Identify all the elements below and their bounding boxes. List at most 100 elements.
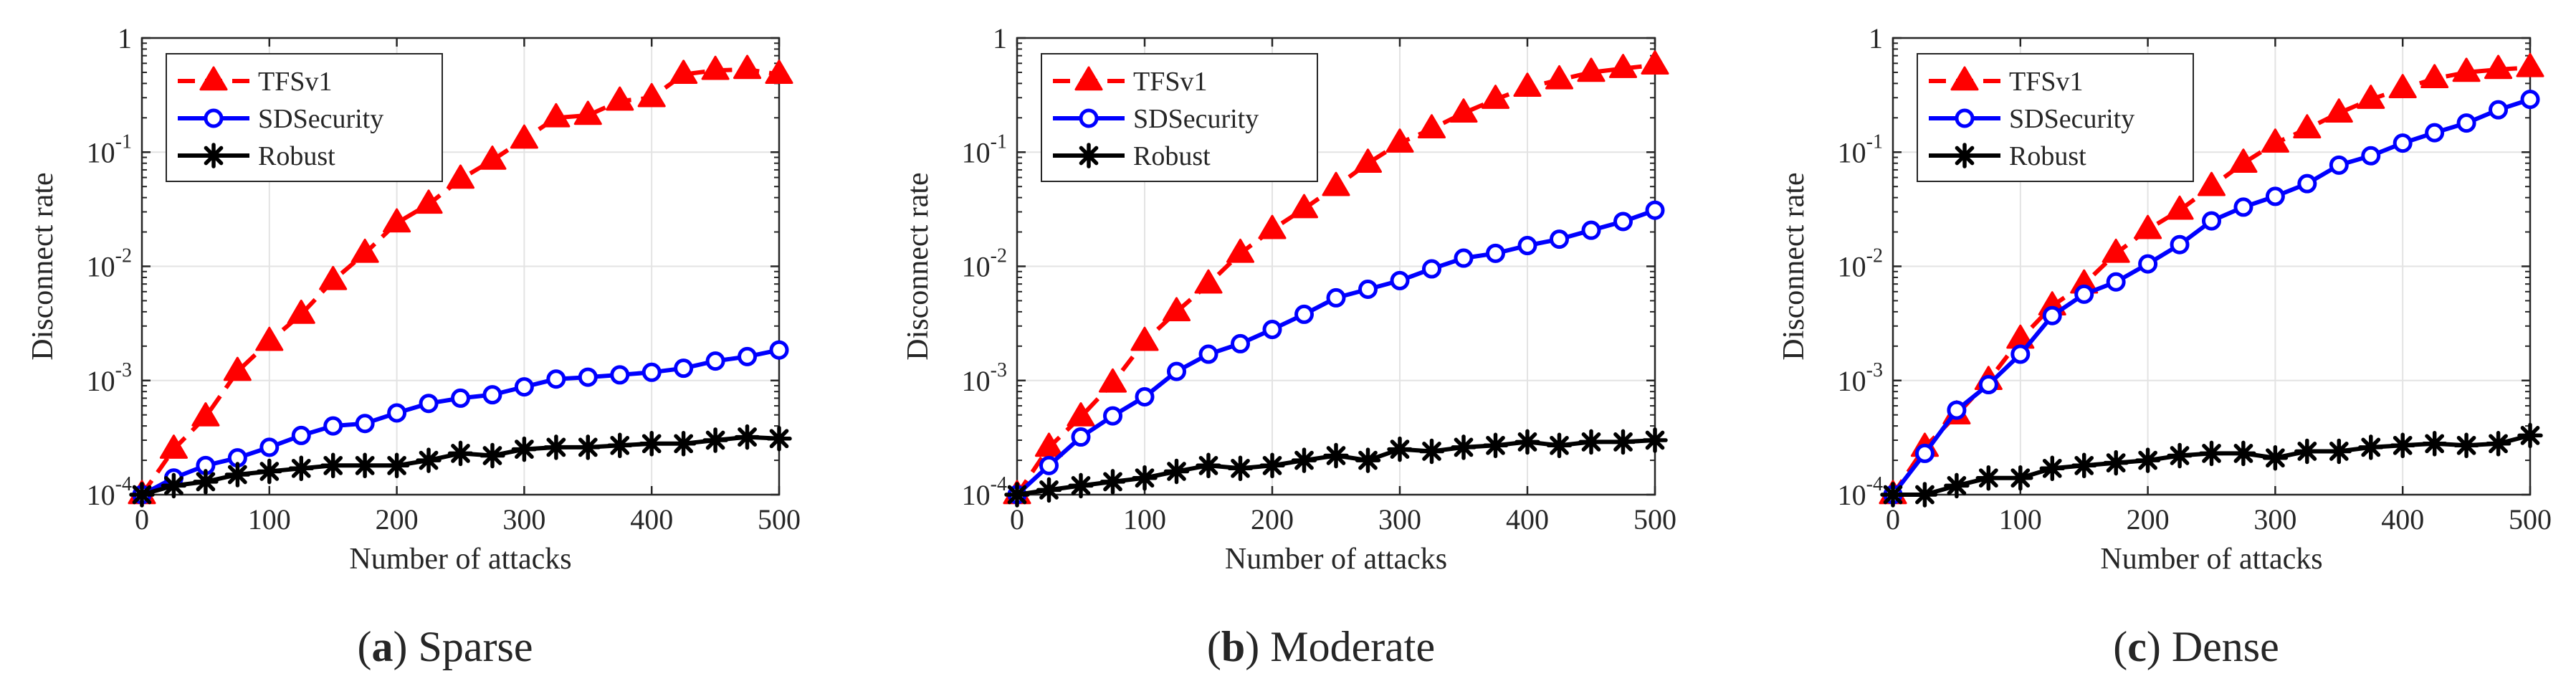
data-point-robust: [1068, 472, 1094, 499]
x-tick-label: 0: [1010, 503, 1024, 536]
data-point-robust: [1944, 472, 1970, 499]
data-point-sdsecurity: [2520, 90, 2540, 110]
data-point-tfsv1: [383, 208, 411, 233]
data-point-tfsv1: [2102, 238, 2130, 263]
data-point-robust: [607, 432, 633, 459]
y-tick-label: 10-3: [962, 359, 1007, 397]
data-point-robust: [1642, 427, 1668, 453]
data-point-sdsecurity: [578, 367, 598, 387]
data-point-robust: [2485, 431, 2511, 457]
data-point-tfsv1: [765, 60, 793, 85]
data-point-sdsecurity: [641, 362, 662, 382]
data-point-tfsv1: [159, 434, 188, 459]
legend-label-sdsecurity: SDSecurity: [258, 104, 383, 134]
data-point-sdsecurity: [1167, 361, 1186, 381]
data-point-robust: [1514, 429, 1540, 455]
data-point-tfsv1: [1322, 171, 1350, 196]
data-point-tfsv1: [510, 124, 538, 149]
data-point-robust: [2390, 432, 2415, 459]
data-point-robust: [320, 452, 346, 479]
data-point-sdsecurity: [1454, 248, 1474, 268]
data-point-robust: [224, 462, 251, 488]
data-point-robust: [129, 482, 155, 508]
data-point-tfsv1: [1034, 432, 1064, 457]
data-point-sdsecurity: [1358, 279, 1378, 299]
data-point-tfsv1: [1130, 326, 1159, 351]
data-point-robust: [543, 434, 569, 460]
data-point-tfsv1: [191, 402, 220, 427]
y-tick-label: 10-3: [87, 359, 132, 397]
data-point-sdsecurity: [2329, 155, 2349, 175]
data-point-tfsv1: [2134, 214, 2162, 239]
x-tick-label: 300: [1378, 503, 1421, 536]
caption-a: (a) Sparse: [358, 623, 533, 670]
y-tick-label: 10-2: [1838, 245, 1883, 283]
data-point-sdsecurity: [1581, 220, 1601, 240]
data-point-tfsv1: [1162, 297, 1191, 322]
data-point-sdsecurity: [2233, 197, 2253, 217]
data-point-robust: [193, 469, 219, 495]
data-point-sdsecurity: [610, 365, 630, 385]
x-tick-label: 500: [2509, 503, 2552, 536]
data-point-tfsv1: [1385, 128, 1414, 153]
data-point-sdsecurity: [291, 425, 311, 445]
data-point-robust: [2262, 444, 2289, 471]
x-tick-label: 100: [1123, 503, 1166, 536]
data-point-robust: [1132, 465, 1158, 491]
data-point-sdsecurity: [2456, 113, 2476, 133]
data-point-tfsv1: [1098, 368, 1127, 393]
data-point-tfsv1: [1258, 214, 1287, 239]
data-point-sdsecurity: [2106, 272, 2126, 292]
y-tick-label: 10-4: [1838, 473, 1883, 511]
legend-marker-tfsv1: [1074, 66, 1103, 91]
data-point-robust: [1259, 452, 1285, 479]
data-point-sdsecurity: [1978, 375, 1998, 395]
data-point-tfsv1: [319, 265, 348, 290]
data-point-robust: [1227, 455, 1254, 482]
data-point-robust: [416, 447, 442, 473]
data-point-sdsecurity: [355, 414, 375, 434]
data-point-tfsv1: [287, 299, 315, 324]
data-point-sdsecurity: [2361, 146, 2381, 166]
data-point-tfsv1: [2261, 128, 2289, 153]
data-point-sdsecurity: [2489, 100, 2509, 120]
x-tick-label: 500: [1633, 503, 1676, 536]
legend-label-tfsv1: TFSv1: [258, 67, 332, 97]
x-tick-label: 100: [248, 503, 291, 536]
data-point-tfsv1: [2484, 54, 2513, 80]
data-point-sdsecurity: [514, 377, 534, 397]
data-point-robust: [2517, 422, 2543, 449]
data-point-sdsecurity: [769, 340, 789, 360]
y-tick-label: 10-1: [1838, 130, 1883, 168]
data-point-robust: [288, 455, 315, 482]
y-tick-label: 1: [118, 22, 132, 54]
data-point-robust: [1482, 432, 1509, 459]
y-tick-label: 10-1: [962, 130, 1007, 168]
data-point-sdsecurity: [1422, 259, 1441, 279]
data-point-tfsv1: [1417, 114, 1446, 139]
data-point-robust: [2167, 442, 2193, 469]
y-axis-label: Disconnect rate: [902, 172, 935, 360]
data-point-robust: [639, 431, 664, 457]
data-point-sdsecurity: [1071, 427, 1091, 447]
data-point-tfsv1: [223, 356, 252, 381]
x-tick-label: 200: [376, 503, 419, 536]
data-point-robust: [1099, 469, 1126, 495]
legend-label-robust: Robust: [2009, 141, 2086, 171]
data-point-robust: [2326, 438, 2352, 465]
chart-panel-c: 0 100 200 300 400 500 10-4 10-3 10-2 10-1 1 Number …: [1778, 22, 2552, 670]
series-group: [128, 54, 793, 508]
data-point-tfsv1: [701, 55, 730, 80]
data-point-sdsecurity: [419, 394, 439, 414]
legend: TFSv1 SDSecurity Robust: [1041, 53, 1318, 182]
data-point-sdsecurity: [387, 403, 407, 423]
x-tick-label: 0: [135, 503, 149, 536]
data-point-sdsecurity: [2074, 284, 2094, 304]
data-point-robust: [1610, 429, 1636, 455]
data-point-sdsecurity: [1550, 229, 1569, 249]
data-point-sdsecurity: [1613, 211, 1633, 232]
x-tick-label: 500: [758, 503, 801, 536]
data-point-sdsecurity: [2170, 234, 2190, 255]
data-point-sdsecurity: [1914, 443, 1935, 463]
